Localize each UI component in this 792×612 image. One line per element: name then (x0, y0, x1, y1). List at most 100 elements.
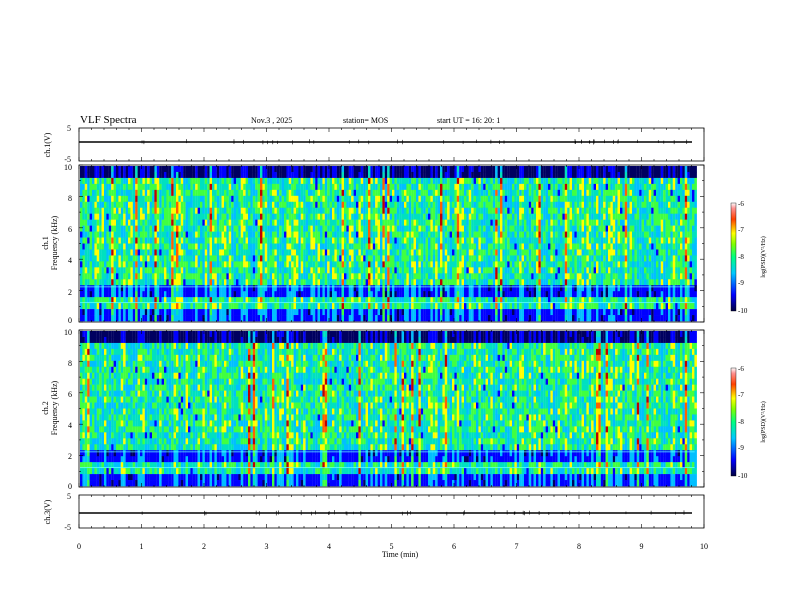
spectrogram-cell (514, 237, 517, 244)
spectrogram-cell (396, 219, 400, 226)
spectrogram-cell (459, 189, 462, 197)
spectrogram-cell (274, 177, 277, 185)
spectrogram-cell (190, 166, 193, 173)
spectrogram-cell (423, 315, 426, 322)
spectrogram-cell (188, 255, 191, 262)
spectrogram-cell (488, 273, 491, 280)
spectrogram-cell (99, 219, 102, 226)
spectrogram-cell (389, 237, 393, 244)
spectrogram-cell (180, 177, 184, 185)
spectrogram-cell (324, 166, 328, 173)
spectrogram-cell (238, 303, 241, 310)
spectrogram-cell (315, 273, 318, 280)
spectrogram-cell (401, 273, 405, 280)
spectrogram-cell (399, 261, 402, 268)
spectrogram-cell (356, 171, 359, 179)
spectrogram-cell (94, 177, 97, 185)
spectrogram-cell (528, 315, 532, 322)
spectrogram-cell (365, 183, 369, 191)
spectrogram-cell (250, 201, 253, 209)
spectrogram-cell (276, 291, 280, 298)
spectrogram-cell (168, 213, 172, 220)
spectrogram-cell (344, 303, 347, 310)
spectrogram-cell (509, 273, 513, 280)
spectrogram-cell (351, 273, 354, 280)
spectrogram-cell (344, 213, 347, 220)
spectrogram-cell (329, 189, 333, 197)
spectrogram-cell (288, 261, 292, 268)
spectrogram-cell (322, 249, 325, 256)
spectrogram-cell (310, 249, 313, 256)
spectrogram-cell (226, 273, 229, 280)
spectrogram-cell (480, 297, 484, 304)
spectrogram-cell (392, 261, 395, 268)
spectrogram-cell (478, 195, 481, 203)
spectrogram-cell (488, 243, 491, 250)
spectrogram-cell (360, 195, 364, 203)
spectrogram-cell (459, 261, 462, 268)
spectrogram-cell (428, 279, 431, 286)
spectrogram-cell (380, 231, 383, 238)
spectrogram-cell (521, 195, 525, 203)
spectrogram-cell (308, 231, 311, 238)
spectrogram-cell (358, 297, 361, 304)
spectrogram-cell (492, 183, 496, 191)
spectrogram-cell (332, 309, 335, 316)
spectrogram-cell (332, 183, 335, 191)
spectrogram-cell (449, 243, 453, 250)
spectrogram-cell (123, 249, 126, 256)
spectrogram-cell (449, 279, 453, 286)
spectrogram-cell (106, 177, 109, 185)
spectrogram-cell (243, 166, 246, 173)
spectrogram-cell (416, 297, 419, 304)
spectrogram-cell (111, 261, 114, 268)
spectrogram-cell (92, 201, 95, 209)
spectrogram-cell (454, 273, 457, 280)
spectrogram-cell (142, 183, 145, 191)
spectrogram-cell (204, 303, 208, 310)
spectrogram-cell (111, 171, 114, 179)
spectrogram-cell (305, 255, 309, 262)
spectrogram-cell (320, 237, 323, 244)
spectrogram-cell (262, 219, 265, 226)
spectrogram-cell (82, 273, 85, 280)
spectrogram-cell (389, 225, 393, 232)
spectrogram-cell (264, 177, 268, 185)
spectrogram-cell (238, 183, 241, 191)
spectrogram-cell (456, 237, 460, 244)
spectrogram-cell (401, 291, 405, 298)
spectrogram-cell (260, 189, 263, 197)
spectrogram-cell (413, 166, 417, 173)
spectrogram-cell (428, 273, 431, 280)
spectrogram-cell (279, 279, 282, 286)
spectrogram-cell (173, 249, 177, 256)
spectrogram-cell (478, 315, 481, 322)
spectrogram-cell (370, 315, 373, 322)
spectrogram-cell (372, 243, 376, 250)
spectrogram-cell (84, 166, 88, 173)
spectrogram-cell (454, 207, 457, 214)
spectrogram-cell (224, 195, 227, 203)
spectrogram-cell (476, 219, 479, 226)
spectrogram-cell (310, 231, 313, 238)
spectrogram-cell (495, 309, 498, 316)
spectrogram-cell (310, 219, 313, 226)
spectrogram-cell (363, 177, 366, 185)
spectrogram-cell (396, 285, 400, 292)
spectrogram-cell (442, 213, 445, 220)
spectrogram-cell (317, 249, 321, 256)
spectrogram-cell (142, 166, 145, 173)
spectrogram-cell (399, 279, 402, 286)
spectrogram-cell (147, 315, 150, 322)
spectrogram-cell (269, 291, 273, 298)
spectrogram-cell (269, 279, 273, 286)
spectrogram-cell (468, 285, 472, 292)
spectrogram-cell (80, 189, 83, 197)
spectrogram-cell (180, 243, 184, 250)
spectrogram-cell (440, 177, 443, 185)
spectrogram-cell (116, 315, 119, 322)
spectrogram-cell (425, 267, 429, 274)
spectrogram-cell (377, 303, 381, 310)
spectrogram-cell (356, 166, 359, 173)
spectrogram-cell (516, 189, 520, 197)
